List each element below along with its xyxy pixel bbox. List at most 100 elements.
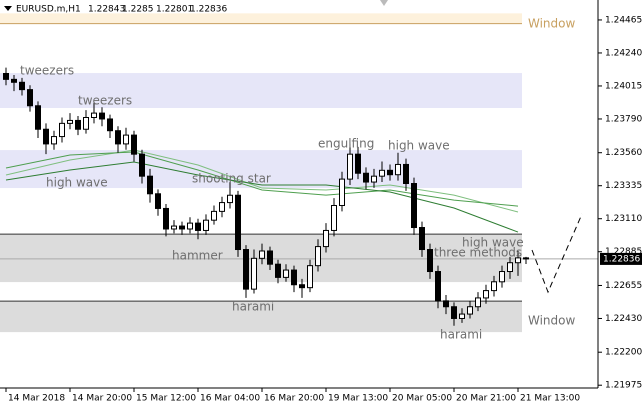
candle-body — [187, 222, 193, 230]
candle-body — [43, 128, 49, 145]
candle-body — [355, 153, 361, 174]
candle-body — [523, 257, 529, 260]
y-tick-label: 1.22200 — [605, 348, 642, 358]
pattern-label: Window — [528, 17, 576, 31]
candle-body — [219, 202, 225, 212]
y-tick-label: 1.23560 — [605, 148, 642, 158]
header-low: 1.22801 — [156, 5, 193, 15]
candle-body — [491, 281, 497, 292]
candle-body — [379, 169, 385, 177]
moving-average — [5, 161, 519, 233]
candle-body — [435, 271, 441, 302]
pattern-label: harami — [440, 328, 482, 342]
pattern-label: Window — [528, 314, 576, 328]
y-tick-label: 1.24240 — [605, 48, 642, 58]
candle-body — [75, 119, 81, 130]
candle-body — [11, 78, 17, 83]
candle-body — [515, 257, 521, 264]
candle-body — [307, 265, 313, 289]
moving-average — [5, 149, 519, 213]
candle-body — [283, 269, 289, 278]
pattern-zone — [0, 150, 522, 189]
candle-body — [315, 246, 321, 267]
candle-body — [331, 205, 337, 231]
candle-body — [259, 250, 265, 259]
candle-body — [3, 72, 9, 80]
candle-body — [51, 136, 57, 145]
candle-body — [339, 178, 345, 207]
candle-body — [203, 219, 209, 231]
candle-body — [443, 300, 449, 308]
candle-body — [419, 227, 425, 251]
x-tick-label: 20 Mar 05:00 — [392, 394, 452, 404]
y-tick-label: 1.21975 — [605, 381, 642, 391]
candle-body — [179, 225, 185, 230]
pattern-label: tweezers — [20, 64, 74, 78]
candle-body — [459, 313, 465, 319]
pattern-label: high wave — [462, 236, 524, 250]
y-tick-label: 1.23110 — [605, 214, 642, 224]
candle-body — [371, 175, 377, 183]
candle-body — [507, 262, 513, 273]
candle-body — [267, 250, 273, 265]
candle-body — [107, 118, 113, 132]
candle-body — [299, 284, 305, 289]
candle-body — [251, 257, 257, 290]
pattern-label: shooting star — [192, 172, 271, 186]
y-tick-label: 1.22655 — [605, 281, 642, 291]
candle-body — [35, 105, 41, 130]
candle-body — [235, 194, 241, 251]
candle-body — [163, 207, 169, 230]
pattern-label: high wave — [46, 176, 108, 190]
candle-body — [451, 306, 457, 319]
candle-body — [19, 81, 25, 91]
candle-body — [195, 222, 201, 231]
y-tick-label: 1.22430 — [605, 314, 642, 324]
candle-body — [347, 153, 353, 180]
candle-body — [323, 229, 329, 248]
y-tick-label: 1.22885 — [605, 247, 642, 257]
candle-body — [291, 269, 297, 286]
x-tick-label: 16 Mar 04:00 — [200, 394, 260, 404]
candle-body — [403, 163, 409, 185]
shift-marker — [380, 0, 388, 6]
moving-average — [5, 151, 519, 207]
candle-body — [59, 122, 65, 138]
candle-body — [387, 169, 393, 176]
pattern-zone — [0, 73, 522, 108]
pattern-label: harami — [232, 300, 274, 314]
candle-body — [411, 183, 417, 229]
symbol-menu-icon[interactable] — [4, 6, 12, 11]
candle-body — [147, 175, 153, 195]
pattern-zone — [0, 13, 522, 24]
candle-body — [243, 249, 249, 290]
candle-body — [83, 117, 89, 130]
candle-body — [395, 163, 401, 176]
x-tick-label: 16 Mar 20:00 — [264, 394, 324, 404]
pattern-label: high wave — [388, 139, 450, 153]
header-high: 1.2285 — [122, 5, 154, 15]
header-open: 1.22843 — [88, 5, 125, 15]
y-tick-label: 1.24465 — [605, 15, 642, 25]
candle-body — [139, 153, 145, 177]
current-price-label: 1.22836 — [603, 254, 640, 264]
candle-body — [27, 89, 33, 107]
candle-body — [427, 249, 433, 273]
header-close: 1.22836 — [190, 5, 227, 15]
y-tick-label: 1.24015 — [605, 81, 642, 91]
candle-body — [467, 306, 473, 315]
forecast-line — [531, 213, 583, 294]
x-tick-label: 20 Mar 21:00 — [456, 394, 516, 404]
candle-body — [483, 290, 489, 299]
candle-body — [67, 119, 73, 124]
x-tick-label: 19 Mar 13:00 — [328, 394, 388, 404]
pattern-label: tweezers — [78, 94, 132, 108]
candle-body — [363, 172, 369, 183]
x-tick-label: 14 Mar 20:00 — [72, 394, 132, 404]
current-price-box — [600, 252, 642, 265]
candle-body — [211, 210, 217, 221]
y-tick-label: 1.23790 — [605, 114, 642, 124]
candle-body — [475, 297, 481, 308]
candle-body — [123, 134, 129, 145]
